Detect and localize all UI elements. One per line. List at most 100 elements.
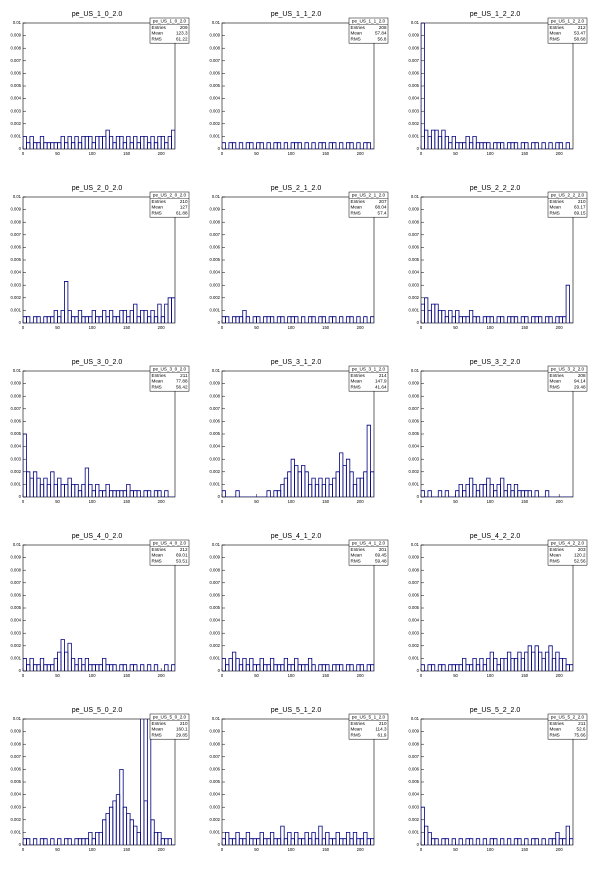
bin bbox=[222, 142, 226, 149]
x-tick-label: 100 bbox=[487, 847, 495, 852]
y-tick-label: 0.002 bbox=[210, 295, 221, 300]
stats-value: 61.88 bbox=[176, 211, 188, 216]
stats-label: Mean bbox=[351, 379, 363, 384]
bin bbox=[171, 297, 175, 323]
y-tick-label: 0.008 bbox=[409, 393, 420, 398]
chart-title: pe_US_3_1_2.0 bbox=[271, 359, 322, 366]
y-tick-label: 0.002 bbox=[210, 121, 221, 126]
x-tick-label: 50 bbox=[254, 499, 259, 504]
x-tick-label: 100 bbox=[89, 499, 97, 504]
stats-label: RMS bbox=[351, 559, 361, 564]
stats-value: 94.14 bbox=[574, 379, 586, 384]
stats-value: 53.51 bbox=[176, 559, 188, 564]
y-tick-label: 0 bbox=[417, 494, 420, 499]
bin bbox=[356, 142, 361, 149]
plot-frame bbox=[221, 196, 375, 324]
histogram bbox=[23, 281, 175, 323]
y-tick-label: 0.008 bbox=[11, 45, 22, 50]
chart-title: pe_US_2_1_2.0 bbox=[271, 185, 322, 192]
bin bbox=[513, 316, 519, 323]
y-tick-label: 0.001 bbox=[11, 308, 22, 313]
y-tick-label: 0 bbox=[218, 494, 221, 499]
chart-title: pe_US_1_2_2.0 bbox=[470, 11, 521, 18]
stats-value: 212 bbox=[578, 25, 586, 30]
stats-frame bbox=[348, 713, 389, 740]
bin bbox=[283, 142, 289, 149]
bin bbox=[541, 142, 546, 149]
bin bbox=[441, 664, 446, 671]
bin bbox=[301, 316, 306, 323]
y-tick-label: 0.004 bbox=[210, 270, 221, 275]
x-tick-label: 150 bbox=[521, 151, 529, 156]
y-tick-label: 0.004 bbox=[409, 618, 420, 623]
histogram-panel: pe_US_5_0_2.0 0 0.001 0.002 0.003 0.004 0.005 0… bbox=[11, 707, 190, 852]
bin bbox=[332, 316, 337, 323]
y-tick-label: 0.01 bbox=[411, 194, 420, 199]
histogram-panel: pe_US_5_2_2.0 0 0.001 0.002 0.003 0.004 0.005 0… bbox=[409, 707, 588, 852]
y-tick-label: 0.004 bbox=[409, 792, 420, 797]
x-tick-label: 50 bbox=[453, 499, 458, 504]
stats-value: 75.66 bbox=[574, 733, 586, 738]
plot-frame bbox=[22, 370, 176, 498]
x-tick-label: 150 bbox=[322, 325, 330, 330]
y-tick-label: 0.003 bbox=[11, 108, 22, 113]
chart-title: pe_US_4_1_2.0 bbox=[271, 533, 322, 540]
bin bbox=[500, 477, 505, 497]
y-tick-label: 0.003 bbox=[11, 804, 22, 809]
stats-value: 52.6 bbox=[577, 727, 586, 732]
y-tick-label: 0.008 bbox=[210, 741, 221, 746]
stats-value: 208 bbox=[379, 25, 387, 30]
y-tick-label: 0.005 bbox=[409, 83, 420, 88]
y-tick-label: 0.009 bbox=[409, 555, 420, 560]
stats-label: Entries bbox=[152, 25, 167, 30]
histogram bbox=[23, 129, 175, 149]
y-tick-label: 0.008 bbox=[11, 567, 22, 572]
stats-value: 56.8 bbox=[378, 37, 387, 42]
bin bbox=[325, 664, 330, 671]
stats-frame bbox=[547, 539, 588, 566]
bin bbox=[356, 316, 361, 323]
stats-label: RMS bbox=[152, 559, 162, 564]
bin bbox=[146, 490, 152, 497]
y-tick-label: 0.006 bbox=[11, 593, 22, 598]
bin bbox=[339, 316, 344, 323]
stats-value: 59.48 bbox=[375, 559, 387, 564]
y-tick-label: 0.004 bbox=[409, 270, 420, 275]
y-tick-label: 0.009 bbox=[210, 207, 221, 212]
y-tick-label: 0.008 bbox=[210, 393, 221, 398]
x-tick-label: 200 bbox=[158, 847, 166, 852]
stats-name: pe_US_1_0_2.0 bbox=[153, 19, 187, 24]
y-tick-label: 0.005 bbox=[11, 257, 22, 262]
bin bbox=[294, 316, 299, 323]
bin bbox=[304, 142, 309, 149]
stats-label: Mean bbox=[152, 727, 164, 732]
x-tick-label: 150 bbox=[521, 847, 529, 852]
x-tick-label: 0 bbox=[22, 325, 25, 330]
bin bbox=[259, 142, 264, 149]
bin bbox=[569, 838, 573, 845]
histogram bbox=[222, 310, 374, 323]
y-tick-label: 0.01 bbox=[411, 368, 420, 373]
stats-name: pe_US_3_0_2.0 bbox=[153, 367, 187, 372]
y-tick-label: 0.004 bbox=[11, 618, 22, 623]
bin bbox=[430, 664, 436, 671]
y-tick-label: 0.01 bbox=[212, 542, 221, 547]
y-tick-label: 0.002 bbox=[11, 643, 22, 648]
y-tick-label: 0.003 bbox=[409, 282, 420, 287]
y-tick-label: 0.009 bbox=[210, 33, 221, 38]
bin bbox=[482, 838, 488, 845]
stats-label: Mean bbox=[351, 205, 363, 210]
stats-value: 61.9 bbox=[378, 733, 387, 738]
y-tick-label: 0.01 bbox=[212, 716, 221, 721]
y-tick-label: 0.005 bbox=[210, 431, 221, 436]
bin bbox=[26, 838, 31, 845]
y-tick-label: 0.002 bbox=[409, 295, 420, 300]
stats-label: Mean bbox=[550, 379, 562, 384]
y-tick-label: 0.001 bbox=[210, 482, 221, 487]
x-tick-label: 50 bbox=[55, 151, 60, 156]
x-tick-label: 200 bbox=[158, 673, 166, 678]
x-tick-label: 150 bbox=[521, 673, 529, 678]
x-tick-label: 0 bbox=[22, 847, 25, 852]
